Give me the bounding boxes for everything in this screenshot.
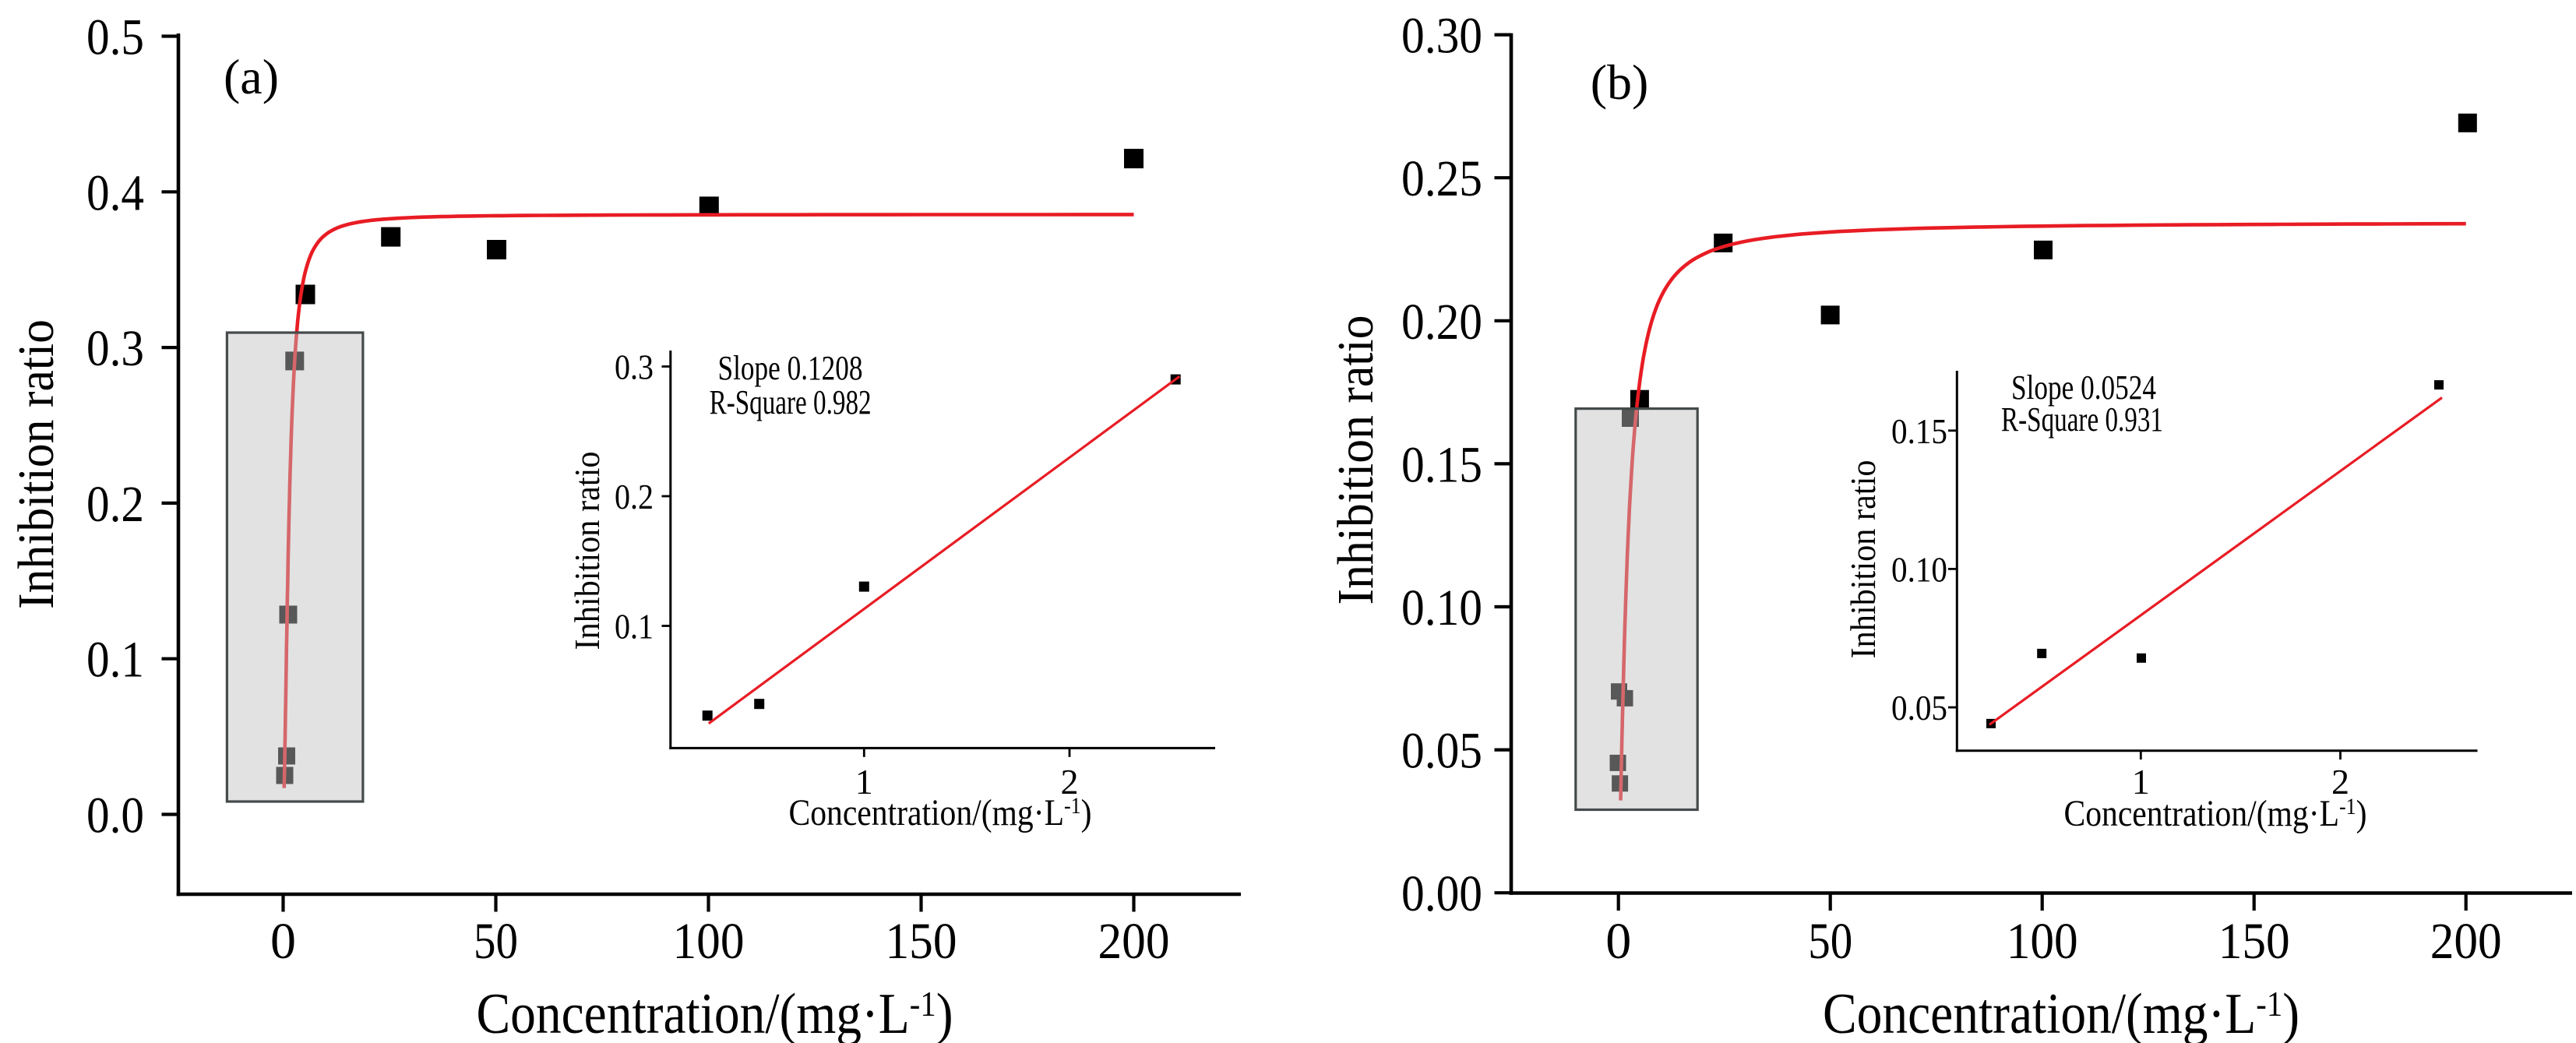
svg-text:0.05: 0.05 — [1891, 688, 1947, 728]
svg-text:(a): (a) — [224, 49, 279, 104]
svg-text:0.5: 0.5 — [86, 9, 144, 66]
svg-text:R-Square 0.982: R-Square 0.982 — [710, 383, 872, 421]
svg-text:0.0: 0.0 — [86, 788, 144, 844]
svg-text:2: 2 — [2331, 762, 2349, 802]
svg-text:150: 150 — [886, 913, 957, 970]
svg-text:0.05: 0.05 — [1401, 723, 1482, 780]
svg-text:0.3: 0.3 — [615, 347, 654, 387]
svg-text:100: 100 — [2007, 913, 2078, 970]
svg-text:0.3: 0.3 — [86, 320, 144, 377]
svg-text:0.20: 0.20 — [1401, 294, 1482, 351]
svg-text:0.15: 0.15 — [1891, 411, 1947, 451]
svg-text:R-Square 0.931: R-Square 0.931 — [2001, 400, 2163, 439]
svg-text:Concentration/(mg·L-1): Concentration/(mg·L-1) — [1823, 982, 2299, 1043]
svg-text:50: 50 — [474, 913, 518, 970]
svg-text:0.15: 0.15 — [1401, 436, 1482, 493]
svg-text:1: 1 — [2132, 762, 2150, 802]
svg-text:Inhibition ratio: Inhibition ratio — [8, 319, 65, 609]
svg-text:0.30: 0.30 — [1401, 8, 1482, 65]
svg-text:(b): (b) — [1591, 55, 1649, 110]
svg-text:0.2: 0.2 — [86, 476, 144, 533]
svg-text:0.25: 0.25 — [1401, 150, 1482, 207]
svg-text:Concentration/(mg·L-1): Concentration/(mg·L-1) — [2064, 793, 2367, 834]
svg-text:0.10: 0.10 — [1891, 549, 1947, 589]
svg-text:0.1: 0.1 — [615, 607, 654, 647]
svg-text:Inhibition ratio: Inhibition ratio — [1843, 460, 1883, 659]
svg-text:Concentration/(mg·L-1): Concentration/(mg·L-1) — [477, 982, 953, 1043]
svg-text:150: 150 — [2218, 913, 2290, 970]
svg-text:1: 1 — [855, 762, 873, 802]
svg-text:Inhibition ratio: Inhibition ratio — [1327, 315, 1384, 605]
svg-text:Slope 0.1208: Slope 0.1208 — [718, 349, 863, 387]
svg-text:200: 200 — [1098, 913, 1170, 970]
svg-text:50: 50 — [1808, 913, 1852, 970]
svg-text:0.2: 0.2 — [615, 477, 654, 516]
svg-text:0.00: 0.00 — [1401, 865, 1482, 922]
svg-text:0.10: 0.10 — [1401, 580, 1482, 636]
svg-text:0: 0 — [1605, 913, 1631, 970]
svg-text:100: 100 — [673, 913, 745, 970]
svg-text:0.4: 0.4 — [86, 164, 144, 221]
svg-text:Slope 0.0524: Slope 0.0524 — [2011, 368, 2156, 407]
svg-text:0: 0 — [270, 913, 296, 970]
svg-text:2: 2 — [1061, 762, 1079, 802]
svg-text:Concentration/(mg·L-1): Concentration/(mg·L-1) — [789, 792, 1092, 833]
svg-text:200: 200 — [2430, 913, 2502, 970]
svg-text:0.1: 0.1 — [86, 632, 144, 689]
svg-text:Inhibition ratio: Inhibition ratio — [567, 452, 607, 650]
